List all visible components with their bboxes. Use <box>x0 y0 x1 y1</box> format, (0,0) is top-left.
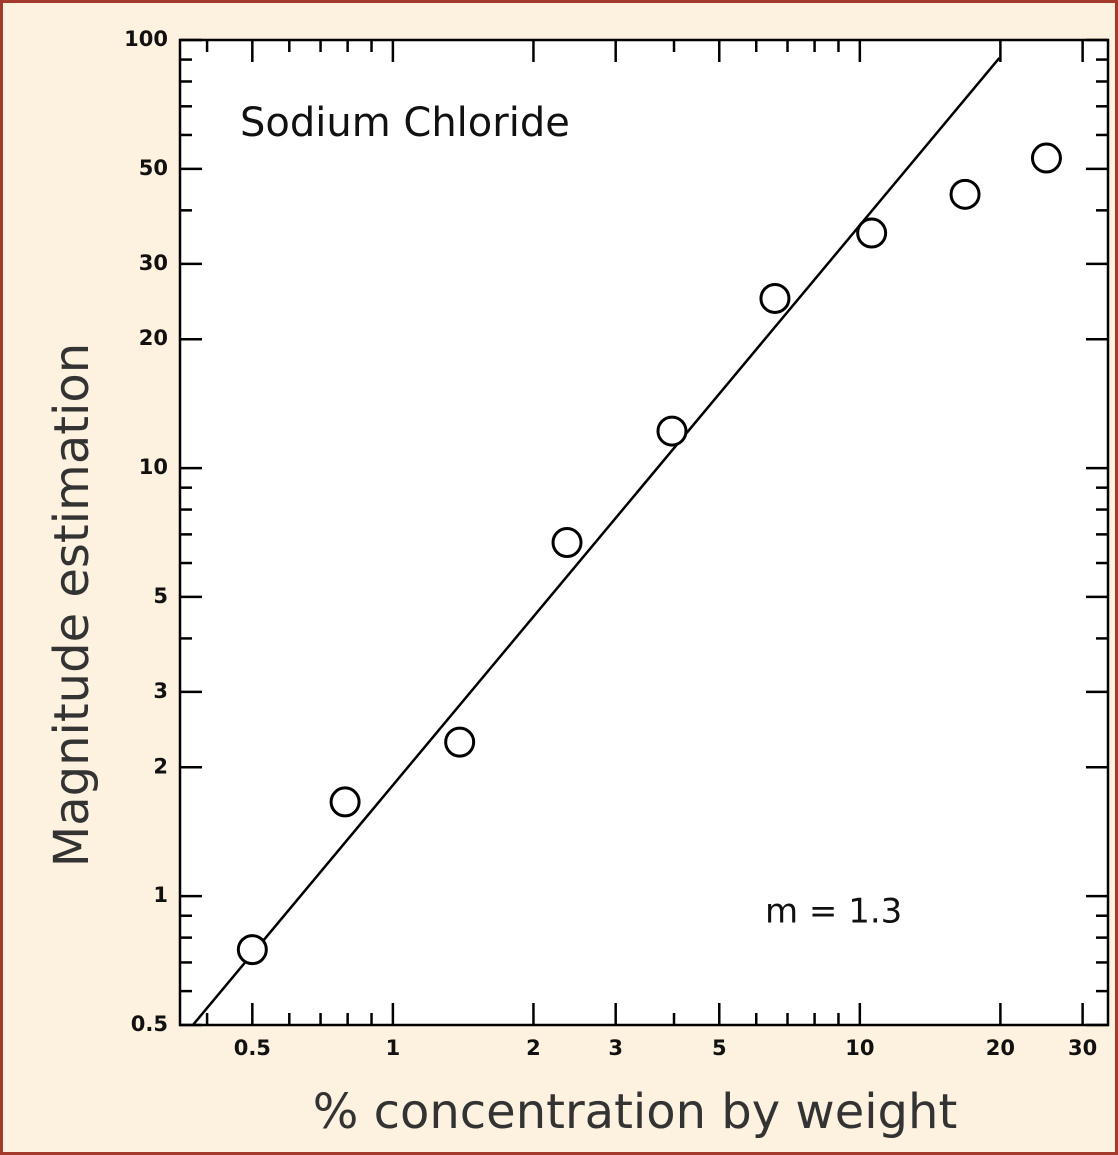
data-point <box>551 527 583 559</box>
y-tick-label: 3 <box>153 679 168 703</box>
x-tick-label: 20 <box>986 1036 1015 1060</box>
y-tick-label: 2 <box>153 754 168 778</box>
data-point <box>656 415 688 447</box>
x-tick-label: 30 <box>1068 1036 1097 1060</box>
data-point <box>444 726 476 758</box>
y-tick-label: 0.5 <box>131 1012 168 1036</box>
x-axis-label: % concentration by weight <box>313 1084 958 1140</box>
y-tick-label: 30 <box>139 251 168 275</box>
x-tick-label: 10 <box>845 1036 874 1060</box>
data-point <box>329 786 361 818</box>
data-point <box>949 178 981 210</box>
y-axis-label: Magnitude estimation <box>44 343 100 867</box>
x-tick-label: 0.5 <box>234 1036 271 1060</box>
annotation: m = 1.3 <box>765 892 902 932</box>
x-tick-label: 5 <box>712 1036 727 1060</box>
data-point <box>236 934 268 966</box>
data-point <box>759 282 791 314</box>
y-tick-label: 100 <box>124 27 168 51</box>
x-tick-label: 1 <box>386 1036 401 1060</box>
data-point <box>856 217 888 249</box>
y-tick-label: 20 <box>139 326 168 350</box>
y-tick-label: 50 <box>139 156 168 180</box>
y-tick-label: 10 <box>139 455 168 479</box>
annotation: Sodium Chloride <box>240 100 570 146</box>
data-point <box>1030 142 1062 174</box>
x-tick-label: 3 <box>608 1036 623 1060</box>
y-tick-label: 5 <box>153 584 168 608</box>
y-tick-label: 1 <box>153 883 168 907</box>
x-tick-label: 2 <box>526 1036 541 1060</box>
